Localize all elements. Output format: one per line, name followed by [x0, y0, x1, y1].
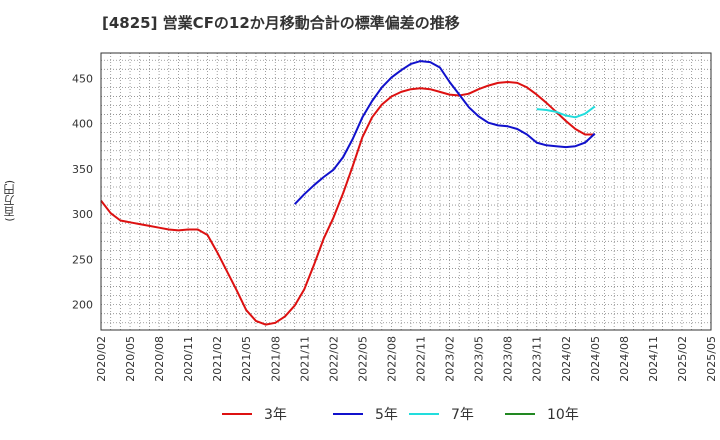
x-tick-label: 2024/02 — [560, 336, 573, 382]
x-tick-label: 2024/11 — [647, 336, 660, 382]
y-tick-label: 450 — [72, 72, 93, 85]
legend-label: 10年 — [547, 407, 579, 423]
legend-label: 7年 — [451, 407, 474, 423]
y-tick-label: 300 — [72, 208, 93, 221]
series-lines — [100, 60, 596, 326]
x-tick-label: 2021/08 — [269, 336, 282, 382]
chart-title: [4825] 営業CFの12か月移動合計の標準偏差の推移 — [102, 14, 460, 32]
x-tick-label: 2022/02 — [327, 336, 340, 382]
x-tick-label: 2021/05 — [240, 336, 253, 382]
horizontal-gridlines — [101, 59, 711, 324]
y-tick-label: 200 — [72, 299, 93, 312]
plot-area-frame — [100, 52, 712, 331]
x-tick-label: 2023/05 — [473, 336, 486, 382]
x-tick-label: 2020/02 — [95, 336, 108, 382]
x-tick-label: 2025/02 — [676, 336, 689, 382]
x-tick-label: 2023/11 — [531, 336, 544, 382]
x-tick-label: 2020/05 — [124, 336, 137, 382]
x-tick-label: 2024/08 — [618, 336, 631, 382]
legend-label: 3年 — [264, 407, 287, 423]
x-tick-label: 2020/11 — [182, 336, 195, 382]
x-tick-label: 2024/05 — [589, 336, 602, 382]
series-line — [100, 81, 595, 326]
x-tick-label: 2020/08 — [153, 336, 166, 382]
series-line — [536, 105, 596, 119]
x-tick-label: 2023/02 — [444, 336, 457, 382]
x-tick-label: 2023/08 — [502, 336, 515, 382]
vertical-gridlines — [110, 53, 702, 330]
y-tick-label: 250 — [72, 253, 93, 266]
x-tick-label: 2021/02 — [211, 336, 224, 382]
y-axis-tick-labels: 200 250 300 350 400 450 — [72, 72, 93, 311]
legend: 3年 5年 7年 10年 — [222, 407, 579, 423]
x-tick-label: 2022/11 — [415, 336, 428, 382]
x-tick-label: 2022/08 — [385, 336, 398, 382]
y-tick-label: 400 — [72, 118, 93, 131]
y-tick-label: 350 — [72, 163, 93, 176]
x-tick-label: 2022/05 — [356, 336, 369, 382]
x-tick-label: 2025/05 — [705, 336, 718, 382]
series-line — [293, 60, 596, 205]
legend-label: 5年 — [375, 407, 398, 423]
x-tick-label: 2021/11 — [298, 336, 311, 382]
x-axis-tick-labels: 2020/02 2020/05 2020/08 2020/11 2021/02 2021/… — [95, 336, 718, 382]
